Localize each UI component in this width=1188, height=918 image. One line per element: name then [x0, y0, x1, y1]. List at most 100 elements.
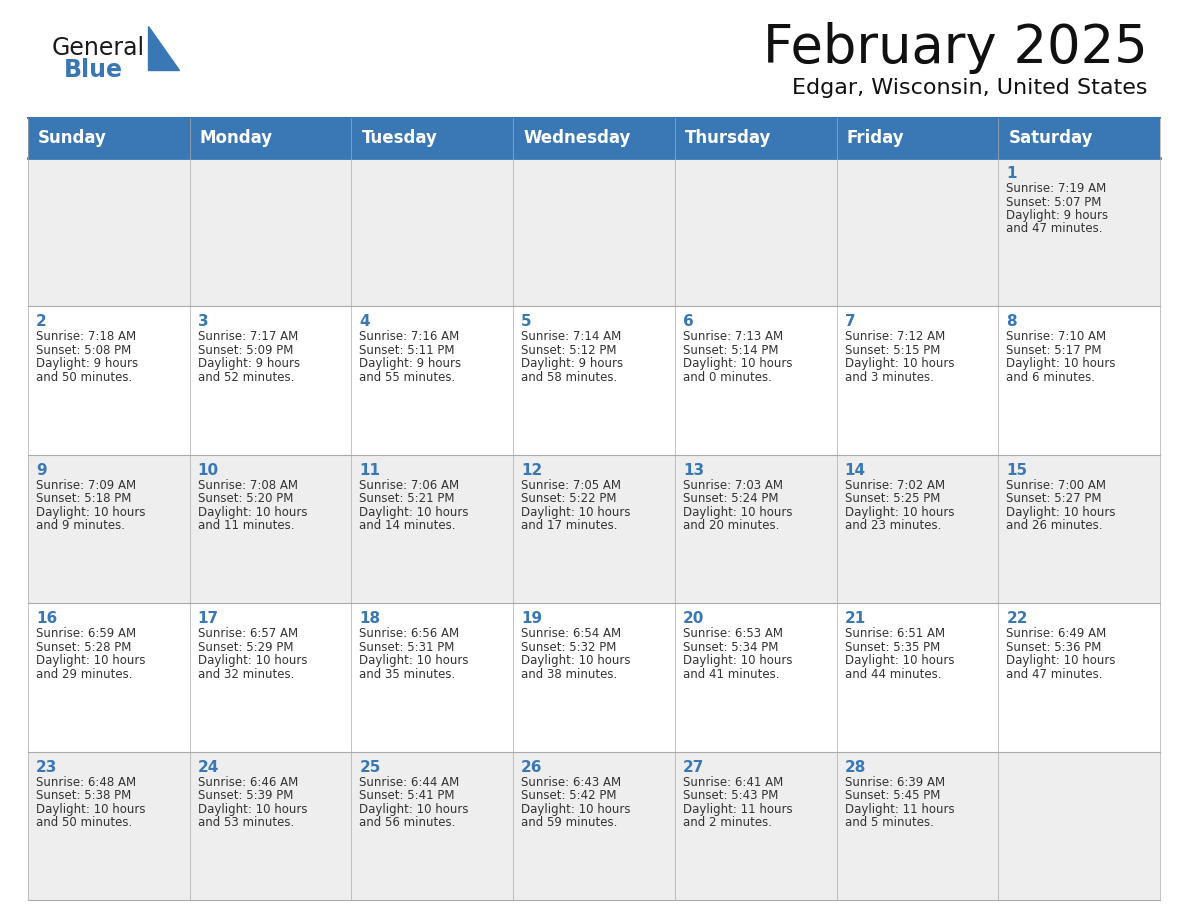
Text: and 20 minutes.: and 20 minutes. [683, 520, 779, 532]
Text: Sunrise: 7:10 AM: Sunrise: 7:10 AM [1006, 330, 1106, 343]
Bar [190, 118, 352, 158]
Bar [998, 454, 1159, 603]
Text: 24: 24 [197, 759, 219, 775]
Text: 8: 8 [1006, 314, 1017, 330]
Bar [352, 307, 513, 454]
Text: Blue: Blue [64, 58, 124, 82]
Bar [29, 454, 190, 603]
Text: and 29 minutes.: and 29 minutes. [36, 667, 133, 681]
Text: 25: 25 [360, 759, 381, 775]
Text: and 6 minutes.: and 6 minutes. [1006, 371, 1095, 384]
Text: Sunset: 5:41 PM: Sunset: 5:41 PM [360, 789, 455, 802]
Text: 11: 11 [360, 463, 380, 477]
Text: Sunset: 5:45 PM: Sunset: 5:45 PM [845, 789, 940, 802]
Text: 20: 20 [683, 611, 704, 626]
Text: and 44 minutes.: and 44 minutes. [845, 667, 941, 681]
Text: Sunset: 5:29 PM: Sunset: 5:29 PM [197, 641, 293, 654]
Text: 9: 9 [36, 463, 46, 477]
Text: Sunrise: 7:18 AM: Sunrise: 7:18 AM [36, 330, 137, 343]
Bar [513, 454, 675, 603]
Text: 13: 13 [683, 463, 704, 477]
Bar [836, 158, 998, 307]
Bar [29, 752, 190, 900]
Text: 27: 27 [683, 759, 704, 775]
Text: and 32 minutes.: and 32 minutes. [197, 667, 295, 681]
Text: Sunset: 5:34 PM: Sunset: 5:34 PM [683, 641, 778, 654]
Text: Sunset: 5:12 PM: Sunset: 5:12 PM [522, 344, 617, 357]
Text: Sunrise: 7:09 AM: Sunrise: 7:09 AM [36, 479, 137, 492]
Text: Sunset: 5:11 PM: Sunset: 5:11 PM [360, 344, 455, 357]
Bar [29, 118, 190, 158]
Text: 17: 17 [197, 611, 219, 626]
Text: Sunset: 5:36 PM: Sunset: 5:36 PM [1006, 641, 1101, 654]
Text: Sunrise: 7:00 AM: Sunrise: 7:00 AM [1006, 479, 1106, 492]
Text: Wednesday: Wednesday [523, 129, 631, 147]
Text: and 0 minutes.: and 0 minutes. [683, 371, 772, 384]
Text: Sunday: Sunday [38, 129, 107, 147]
Text: Daylight: 9 hours: Daylight: 9 hours [360, 357, 462, 370]
Polygon shape [148, 26, 179, 70]
Text: Daylight: 10 hours: Daylight: 10 hours [197, 506, 308, 519]
Text: Sunset: 5:31 PM: Sunset: 5:31 PM [360, 641, 455, 654]
Text: Sunrise: 6:51 AM: Sunrise: 6:51 AM [845, 627, 944, 640]
Text: Sunrise: 6:53 AM: Sunrise: 6:53 AM [683, 627, 783, 640]
Bar [998, 307, 1159, 454]
Text: Sunrise: 7:13 AM: Sunrise: 7:13 AM [683, 330, 783, 343]
Text: General: General [52, 36, 145, 60]
Text: and 23 minutes.: and 23 minutes. [845, 520, 941, 532]
Bar [352, 118, 513, 158]
Text: and 35 minutes.: and 35 minutes. [360, 667, 456, 681]
Text: Sunset: 5:28 PM: Sunset: 5:28 PM [36, 641, 132, 654]
Bar [836, 454, 998, 603]
Bar [836, 752, 998, 900]
Text: 2: 2 [36, 314, 46, 330]
Text: Sunset: 5:22 PM: Sunset: 5:22 PM [522, 492, 617, 505]
Text: 10: 10 [197, 463, 219, 477]
Text: and 9 minutes.: and 9 minutes. [36, 520, 125, 532]
Bar [836, 118, 998, 158]
Text: Sunrise: 7:12 AM: Sunrise: 7:12 AM [845, 330, 944, 343]
Text: Sunrise: 7:03 AM: Sunrise: 7:03 AM [683, 479, 783, 492]
Text: Daylight: 10 hours: Daylight: 10 hours [197, 802, 308, 815]
Text: Tuesday: Tuesday [361, 129, 437, 147]
Text: Sunrise: 6:56 AM: Sunrise: 6:56 AM [360, 627, 460, 640]
Bar [513, 118, 675, 158]
Bar [998, 158, 1159, 307]
Text: Sunset: 5:14 PM: Sunset: 5:14 PM [683, 344, 778, 357]
Text: and 58 minutes.: and 58 minutes. [522, 371, 618, 384]
Text: 14: 14 [845, 463, 866, 477]
Text: Daylight: 10 hours: Daylight: 10 hours [522, 802, 631, 815]
Text: Sunset: 5:39 PM: Sunset: 5:39 PM [197, 789, 293, 802]
Text: Thursday: Thursday [684, 129, 771, 147]
Text: Edgar, Wisconsin, United States: Edgar, Wisconsin, United States [792, 78, 1148, 98]
Bar [29, 158, 190, 307]
Text: and 47 minutes.: and 47 minutes. [1006, 222, 1102, 236]
Bar [513, 752, 675, 900]
Bar [998, 118, 1159, 158]
Text: Sunrise: 6:49 AM: Sunrise: 6:49 AM [1006, 627, 1106, 640]
Text: Daylight: 10 hours: Daylight: 10 hours [683, 506, 792, 519]
Bar [352, 603, 513, 752]
Text: Daylight: 10 hours: Daylight: 10 hours [197, 655, 308, 667]
Bar [675, 307, 836, 454]
Text: 4: 4 [360, 314, 369, 330]
Text: Daylight: 10 hours: Daylight: 10 hours [683, 655, 792, 667]
Text: and 53 minutes.: and 53 minutes. [197, 816, 293, 829]
Bar [190, 603, 352, 752]
Text: Sunset: 5:43 PM: Sunset: 5:43 PM [683, 789, 778, 802]
Text: Daylight: 10 hours: Daylight: 10 hours [36, 506, 145, 519]
Text: Daylight: 10 hours: Daylight: 10 hours [522, 655, 631, 667]
Text: 12: 12 [522, 463, 543, 477]
Bar [29, 307, 190, 454]
Text: 16: 16 [36, 611, 57, 626]
Bar [190, 307, 352, 454]
Text: and 50 minutes.: and 50 minutes. [36, 371, 132, 384]
Text: Daylight: 10 hours: Daylight: 10 hours [845, 506, 954, 519]
Bar [513, 158, 675, 307]
Text: Daylight: 10 hours: Daylight: 10 hours [845, 357, 954, 370]
Text: Daylight: 10 hours: Daylight: 10 hours [360, 802, 469, 815]
Bar [675, 454, 836, 603]
Text: and 11 minutes.: and 11 minutes. [197, 520, 295, 532]
Text: Saturday: Saturday [1009, 129, 1093, 147]
Text: Sunrise: 6:44 AM: Sunrise: 6:44 AM [360, 776, 460, 789]
